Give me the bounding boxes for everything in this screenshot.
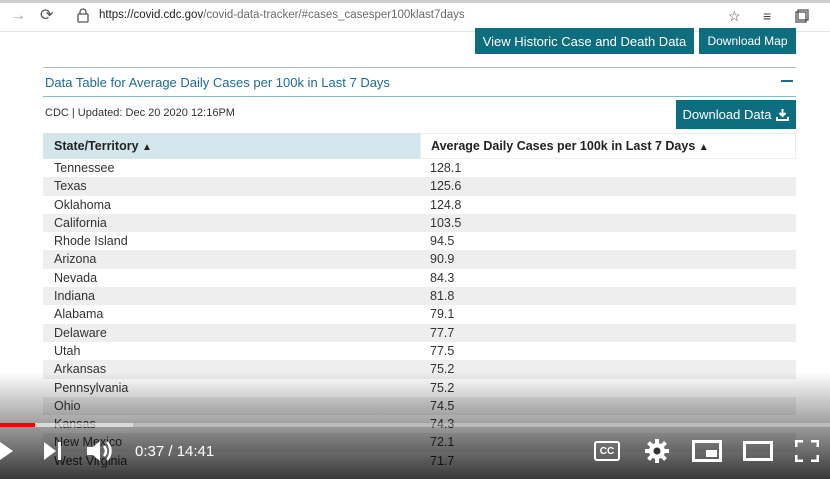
- collections-icon[interactable]: [795, 9, 809, 23]
- column-header-state-label: State/Territory: [54, 139, 139, 153]
- theater-icon[interactable]: [743, 441, 773, 461]
- address-bar[interactable]: https://covid.cdc.gov/covid-data-tracker…: [67, 5, 815, 27]
- tab-strip-edge: [0, 0, 830, 3]
- table-header: State/Territory ▲︎ Average Daily Cases p…: [43, 133, 796, 159]
- column-header-cases[interactable]: Average Daily Cases per 100k in Last 7 D…: [420, 133, 796, 159]
- cell-cases-value: 77.5: [430, 343, 455, 358]
- cell-state: Oklahoma: [54, 197, 111, 212]
- cell-state: Arizona: [54, 252, 97, 267]
- cell-cases-value: 77.7: [430, 325, 455, 340]
- progress-played: [0, 423, 35, 427]
- cell-state: Texas: [54, 179, 87, 194]
- cell-state: Nevada: [54, 270, 98, 285]
- cell-state: Alabama: [54, 307, 104, 322]
- download-map-label: Download Map: [707, 34, 788, 48]
- cell-cases-value: 90.9: [430, 252, 455, 267]
- download-icon: [776, 109, 790, 121]
- refresh-icon[interactable]: ⟳: [40, 7, 54, 24]
- progress-buffered: [0, 423, 133, 427]
- section-title[interactable]: Data Table for Average Daily Cases per 1…: [45, 75, 390, 90]
- section-top-rule: [43, 67, 796, 68]
- cell-state: Tennessee: [54, 161, 115, 175]
- cc-icon[interactable]: CC: [594, 441, 620, 461]
- table-row: Utah 77.5: [43, 342, 796, 360]
- table-row: Delaware 77.7: [43, 323, 796, 342]
- table-row: Nevada 84.3: [43, 269, 796, 287]
- star-icon[interactable]: ☆: [728, 8, 741, 24]
- cell-cases-value: 84.3: [430, 270, 455, 285]
- cell-cases-value: 79.1: [430, 307, 455, 322]
- fullscreen-icon[interactable]: [795, 440, 819, 462]
- table-row: California 103.5: [43, 213, 796, 233]
- cell-state: Rhode Island: [54, 234, 128, 249]
- table-row: Arizona 90.9: [43, 250, 796, 269]
- cell-cases-value: 94.5: [430, 234, 455, 249]
- next-icon[interactable]: [44, 441, 62, 461]
- play-icon[interactable]: [0, 440, 14, 462]
- column-header-state[interactable]: State/Territory ▲︎: [43, 133, 420, 159]
- table-row: Texas 125.6: [43, 177, 796, 196]
- sort-icon: ▲︎: [698, 142, 709, 153]
- cell-cases-value: 128.1: [430, 161, 462, 175]
- progress-bar[interactable]: [0, 423, 830, 427]
- table-row: Tennessee 128.1: [43, 159, 796, 177]
- table-row: Indiana 81.8: [43, 287, 796, 306]
- volume-icon[interactable]: [86, 439, 116, 463]
- cell-cases-value: 125.6: [430, 179, 462, 194]
- player-gradient: [0, 372, 830, 479]
- table-row: Alabama 79.1: [43, 305, 796, 323]
- cell-state: Utah: [54, 343, 81, 358]
- cell-cases-value: 81.8: [430, 289, 455, 304]
- cell-state: Delaware: [54, 325, 107, 340]
- cell-state: California: [54, 215, 107, 230]
- sort-icon: ▲︎: [142, 142, 152, 153]
- browser-toolbar: → ⟳ https://covid.cdc.gov/covid-data-tra…: [0, 0, 830, 32]
- back-icon[interactable]: →: [10, 7, 26, 24]
- section-bottom-rule: [43, 96, 796, 97]
- download-map-button[interactable]: Download Map: [699, 28, 796, 54]
- cell-state: Indiana: [54, 289, 96, 304]
- url-text: https://covid.cdc.gov/covid-data-tracker…: [99, 9, 465, 21]
- settings-icon[interactable]: [644, 438, 670, 464]
- favorites-icon[interactable]: ≡: [763, 8, 772, 24]
- column-header-cases-label: Average Daily Cases per 100k in Last 7 D…: [431, 139, 696, 153]
- collapse-icon[interactable]: [781, 80, 793, 82]
- download-data-button[interactable]: Download Data: [676, 100, 796, 129]
- miniplayer-icon[interactable]: [692, 440, 722, 462]
- view-historic-label: View Historic Case and Death Data: [482, 33, 687, 49]
- lock-icon: [77, 8, 89, 23]
- table-row: Rhode Island 94.5: [43, 232, 796, 250]
- table-body: Tennessee 128.1 Texas 125.6 Oklahoma 124.8 Cal…: [43, 159, 796, 470]
- download-data-label: Download Data: [682, 107, 772, 122]
- view-historic-button[interactable]: View Historic Case and Death Data: [475, 28, 694, 54]
- updated-timestamp: CDC | Updated: Dec 20 2020 12:16PM: [45, 107, 235, 119]
- cell-cases-value: 124.8: [430, 197, 462, 212]
- cell-cases-value: 103.5: [430, 215, 462, 230]
- table-row: Oklahoma 124.8: [43, 196, 796, 214]
- time-display: 0:37 / 14:41: [135, 443, 215, 460]
